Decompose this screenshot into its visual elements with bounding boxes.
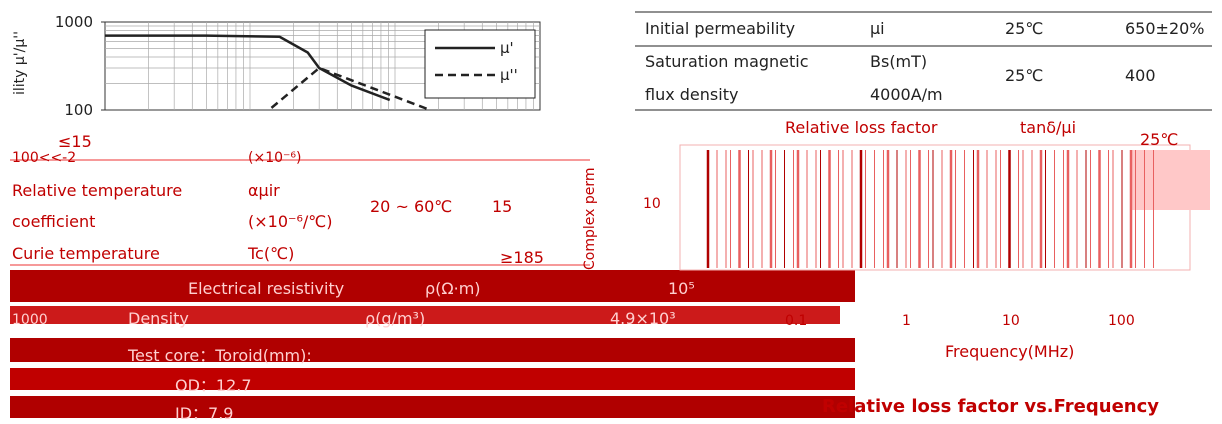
cell: 15 xyxy=(492,197,513,216)
cell: 1000 xyxy=(12,312,48,328)
cell: ID：7.9 xyxy=(175,404,234,423)
cell: ρ(g/m³) xyxy=(365,309,426,328)
cell: 400 xyxy=(1125,66,1156,85)
cell: μi xyxy=(870,19,885,38)
artifacts xyxy=(10,144,1210,418)
band xyxy=(1130,150,1210,210)
line-series xyxy=(266,66,431,110)
cell: Curie temperature xyxy=(12,244,160,263)
cell: 10⁵ xyxy=(668,279,695,298)
cell: Relative temperature xyxy=(12,181,183,200)
band xyxy=(10,270,855,302)
cell: ≥185 xyxy=(500,248,544,267)
y-tick-label: 100 xyxy=(64,101,93,119)
x-tick-label: 1 xyxy=(902,313,911,329)
y-label: ility μ'/μ'' xyxy=(12,31,28,95)
plot-frame xyxy=(104,21,541,111)
cell: 25℃ xyxy=(1005,66,1044,85)
cell: flux density xyxy=(645,85,739,104)
line-series xyxy=(105,34,391,102)
legend-label: μ'' xyxy=(500,66,518,84)
cell: Tc(℃) xyxy=(248,244,295,263)
x-tick-label: 0.1 xyxy=(785,313,808,329)
y-tick-label: 10 xyxy=(643,196,661,212)
cell: OD：12.7 xyxy=(175,376,252,395)
band xyxy=(10,368,855,390)
y-label: Complex perm xyxy=(582,167,598,270)
cell: Initial permeability xyxy=(645,19,796,38)
header: Relative loss factor xyxy=(785,118,938,137)
cell: (×10⁻⁶/℃) xyxy=(248,212,333,231)
header: tanδ/μi xyxy=(1020,118,1077,137)
y-tick-label: 1000 xyxy=(55,13,93,31)
cell: 4.9×10³ xyxy=(610,309,676,328)
cell: Test core：Toroid(mm): xyxy=(128,346,312,365)
x-label: Frequency(MHz) xyxy=(945,342,1075,361)
cell: αμir xyxy=(248,181,280,200)
band xyxy=(10,396,855,418)
cell: 25℃ xyxy=(1005,19,1044,38)
cell: Density xyxy=(128,309,189,328)
legend-box xyxy=(424,29,536,99)
band xyxy=(10,338,855,362)
cell: ≤15 xyxy=(58,132,92,151)
cell: 100<<-2 xyxy=(12,150,77,166)
cell: 650±20% xyxy=(1125,19,1205,38)
cell: Electrical resistivity xyxy=(188,279,345,298)
cell: Bs(mT) xyxy=(870,52,928,71)
x-tick-label: 10 xyxy=(1002,313,1020,329)
cell: 4000A/m xyxy=(870,85,943,104)
cell: (×10⁻⁶) xyxy=(248,150,302,166)
cell: coefficient xyxy=(12,212,96,231)
legend-label: μ' xyxy=(500,39,514,57)
x-tick-label: 100 xyxy=(1108,313,1135,329)
cell: Saturation magnetic xyxy=(645,52,809,71)
chart-title: Relative loss factor vs.Frequency xyxy=(822,396,1159,417)
cell: 20 ~ 60℃ xyxy=(370,197,453,216)
header: 25℃ xyxy=(1140,130,1179,149)
cell: ρ(Ω·m) xyxy=(425,279,481,298)
band xyxy=(10,306,840,324)
loss-plot xyxy=(679,144,1191,271)
